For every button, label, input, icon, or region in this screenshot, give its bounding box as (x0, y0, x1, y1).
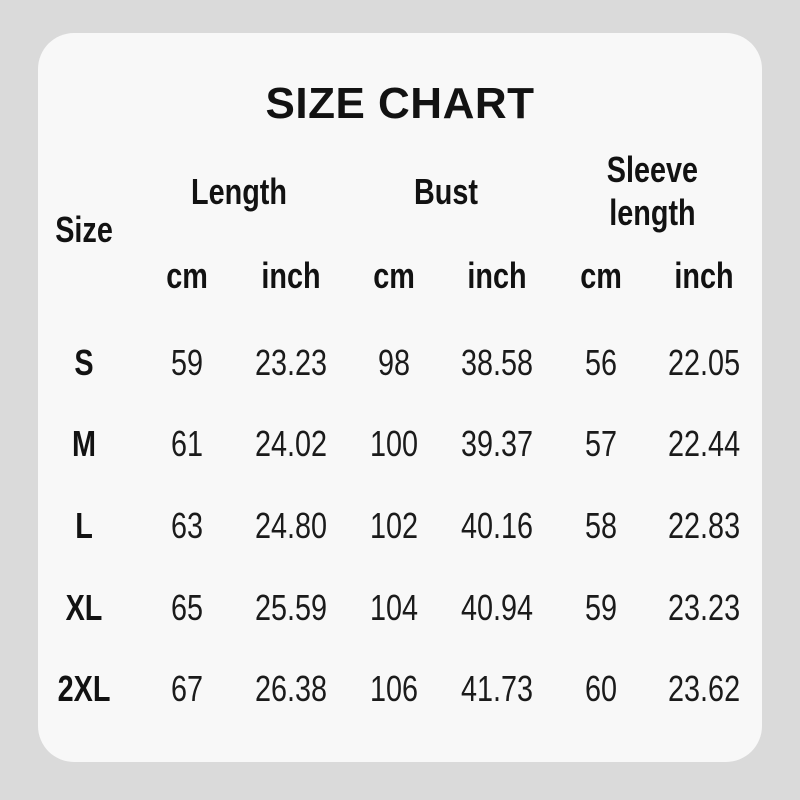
table-cell: 104 (342, 567, 445, 649)
unit-header-length-cm: cm (166, 255, 208, 296)
table-row-l-size-cell: L (32, 485, 135, 567)
cell-value: 59 (171, 341, 204, 383)
unit-header-sleeve-cm: cm (580, 255, 622, 296)
table-cell: 56 (549, 322, 652, 404)
cell-value: 100 (369, 423, 419, 465)
table-cell: 39.37 (446, 404, 549, 486)
cell-value: 23.62 (668, 668, 741, 710)
table-cell: 60 (549, 648, 652, 730)
unit-header-bust-inch-cell: inch (446, 237, 549, 315)
cell-value: 23.23 (254, 341, 327, 383)
row-size-label: S (74, 341, 94, 383)
table-cell: 38.58 (446, 322, 549, 404)
unit-header-sleeve-inch: inch (674, 255, 734, 296)
column-header-size-cell: Size (32, 145, 135, 315)
table-row-m-size-cell: M (32, 404, 135, 486)
cell-value: 24.02 (254, 423, 327, 465)
column-group-bust-cell: Bust (342, 145, 549, 237)
table-cell: 59 (549, 567, 652, 649)
cell-value: 23.23 (668, 586, 741, 628)
table-cell: 22.44 (653, 404, 756, 486)
cell-value: 104 (369, 586, 419, 628)
table-cell: 40.94 (446, 567, 549, 649)
unit-header-sleeve-cm-cell: cm (549, 237, 652, 315)
cell-value: 60 (584, 668, 617, 710)
cell-value: 63 (171, 504, 204, 546)
unit-header-bust-cm: cm (373, 255, 415, 296)
cell-value: 67 (171, 668, 204, 710)
cell-value: 22.05 (668, 341, 741, 383)
table-cell: 22.83 (653, 485, 756, 567)
cell-value: 59 (584, 586, 617, 628)
unit-header-length-inch: inch (260, 255, 321, 296)
table-cell: 67 (135, 648, 238, 730)
row-size-label: 2XL (57, 668, 111, 710)
cell-value: 26.38 (254, 668, 327, 710)
table-cell: 106 (342, 648, 445, 730)
cell-value: 39.37 (461, 423, 534, 465)
cell-value: 40.94 (461, 586, 534, 628)
cell-value: 58 (584, 504, 617, 546)
table-cell: 102 (342, 485, 445, 567)
size-chart-card: SIZE CHART Size Length Bust Sleeve lengt… (38, 33, 762, 762)
cell-value: 57 (584, 423, 617, 465)
size-chart-header: Size Length Bust Sleeve length cm inch c… (32, 145, 756, 315)
table-cell: 65 (135, 567, 238, 649)
cell-value: 98 (377, 341, 411, 383)
table-cell: 24.80 (239, 485, 342, 567)
unit-header-length-cm-cell: cm (135, 237, 238, 315)
cell-value: 61 (171, 423, 204, 465)
table-row-s-size-cell: S (32, 322, 135, 404)
cell-value: 102 (369, 504, 419, 546)
table-cell: 23.23 (239, 322, 342, 404)
table-cell: 57 (549, 404, 652, 486)
column-group-sleeve-length-cell: Sleeve length (549, 145, 756, 237)
table-row-xl-size-cell: XL (32, 567, 135, 649)
unit-header-length-inch-cell: inch (239, 237, 342, 315)
unit-header-sleeve-inch-cell: inch (653, 237, 756, 315)
column-group-sleeve-length: Sleeve length (606, 149, 699, 233)
table-cell: 41.73 (446, 648, 549, 730)
cell-value: 22.44 (668, 423, 741, 465)
table-cell: 59 (135, 322, 238, 404)
table-cell: 26.38 (239, 648, 342, 730)
cell-value: 56 (584, 341, 617, 383)
column-group-length: Length (190, 170, 287, 212)
column-group-length-cell: Length (135, 145, 342, 237)
cell-value: 40.16 (461, 504, 534, 546)
unit-header-bust-cm-cell: cm (342, 237, 445, 315)
table-cell: 58 (549, 485, 652, 567)
cell-value: 22.83 (668, 504, 741, 546)
table-cell: 23.62 (653, 648, 756, 730)
page-title: SIZE CHART (265, 79, 535, 128)
table-cell: 22.05 (653, 322, 756, 404)
column-group-bust: Bust (413, 170, 478, 212)
row-size-label: M (71, 423, 96, 465)
table-cell: 61 (135, 404, 238, 486)
size-chart-table: S 59 23.23 98 38.58 56 22.05 M 61 24.02 … (32, 322, 756, 730)
table-cell: 40.16 (446, 485, 549, 567)
table-cell: 25.59 (239, 567, 342, 649)
cell-value: 24.80 (254, 504, 327, 546)
cell-value: 106 (369, 668, 419, 710)
table-cell: 100 (342, 404, 445, 486)
cell-value: 25.59 (254, 586, 327, 628)
row-size-label: L (74, 504, 93, 546)
column-header-size: Size (54, 209, 113, 250)
table-cell: 63 (135, 485, 238, 567)
cell-value: 41.73 (461, 668, 534, 710)
unit-header-bust-inch: inch (467, 255, 528, 296)
row-size-label: XL (65, 586, 103, 628)
table-cell: 24.02 (239, 404, 342, 486)
cell-value: 38.58 (461, 341, 534, 383)
table-cell: 98 (342, 322, 445, 404)
table-cell: 23.23 (653, 567, 756, 649)
cell-value: 65 (171, 586, 204, 628)
table-row-2xl-size-cell: 2XL (32, 648, 135, 730)
